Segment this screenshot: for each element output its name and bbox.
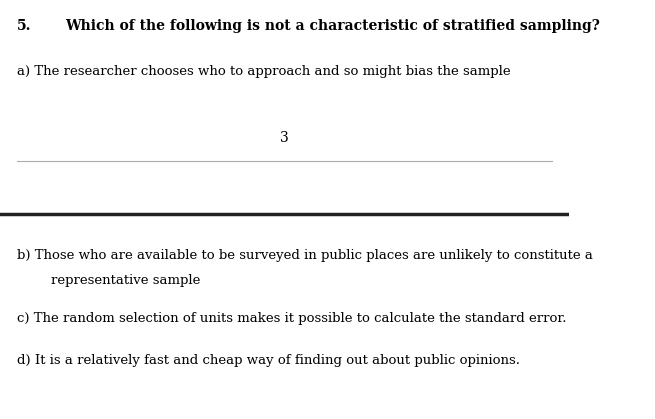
Text: a) The researcher chooses who to approach and so might bias the sample: a) The researcher chooses who to approac… xyxy=(17,65,511,78)
Text: d) It is a relatively fast and cheap way of finding out about public opinions.: d) It is a relatively fast and cheap way… xyxy=(17,354,520,367)
Text: c) The random selection of units makes it possible to calculate the standard err: c) The random selection of units makes i… xyxy=(17,312,567,325)
Text: 5.: 5. xyxy=(17,19,31,33)
Text: b) Those who are available to be surveyed in public places are unlikely to const: b) Those who are available to be surveye… xyxy=(17,249,593,262)
Text: Which of the following is not a characteristic of stratified sampling?: Which of the following is not a characte… xyxy=(66,19,601,33)
Text: representative sample: representative sample xyxy=(51,274,200,287)
Text: 3: 3 xyxy=(280,131,289,145)
